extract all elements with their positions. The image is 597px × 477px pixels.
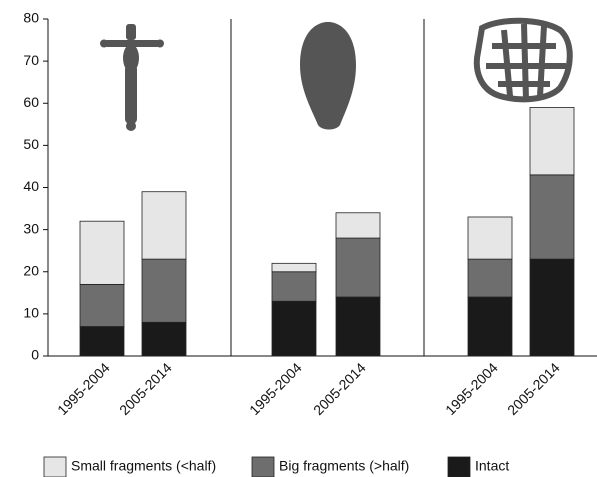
bar-segment xyxy=(271,262,317,273)
legend-swatch xyxy=(447,456,471,477)
bar-segment xyxy=(467,216,513,260)
legend-label: Small fragments (<half) xyxy=(71,458,216,474)
y-tick-label: 0 xyxy=(31,347,39,363)
bar-segment xyxy=(79,326,125,357)
legend-swatch xyxy=(43,456,67,477)
bar-segment xyxy=(529,258,575,357)
bar-segment xyxy=(271,271,317,302)
bar-segment xyxy=(335,212,381,239)
icon-mesh xyxy=(473,17,573,103)
x-tick-label: 1995-2004 xyxy=(246,359,305,418)
y-tick-label: 80 xyxy=(23,10,39,26)
bar-segment xyxy=(79,283,125,327)
icon-brooch xyxy=(300,22,356,130)
bar-segment xyxy=(141,258,187,323)
x-tick-label: 1995-2004 xyxy=(442,359,501,418)
y-tick-label: 60 xyxy=(23,94,39,110)
y-tick-label: 40 xyxy=(23,178,39,194)
y-tick-label: 70 xyxy=(23,52,39,68)
y-tick-label: 30 xyxy=(23,220,39,236)
bar-segment xyxy=(467,258,513,298)
x-tick-label: 1995-2004 xyxy=(54,359,113,418)
bar-segment xyxy=(467,296,513,357)
bar-segment xyxy=(141,321,187,357)
bar-segment xyxy=(335,296,381,357)
y-tick-label: 10 xyxy=(23,305,39,321)
bar-segment xyxy=(529,174,575,260)
x-tick-label: 2005-2014 xyxy=(504,359,563,418)
legend-label: Intact xyxy=(475,458,509,474)
y-tick-label: 20 xyxy=(23,262,39,278)
x-tick-label: 2005-2014 xyxy=(116,359,175,418)
bar-segment xyxy=(141,191,187,260)
legend-label: Big fragments (>half) xyxy=(279,458,409,474)
bar-segment xyxy=(529,107,575,176)
bar-segment xyxy=(335,237,381,298)
bar-segment xyxy=(79,220,125,285)
x-tick-label: 2005-2014 xyxy=(310,359,369,418)
bar-segment xyxy=(271,300,317,357)
y-tick-label: 50 xyxy=(23,136,39,152)
icon-pin xyxy=(100,24,164,131)
legend-swatch xyxy=(251,456,275,477)
